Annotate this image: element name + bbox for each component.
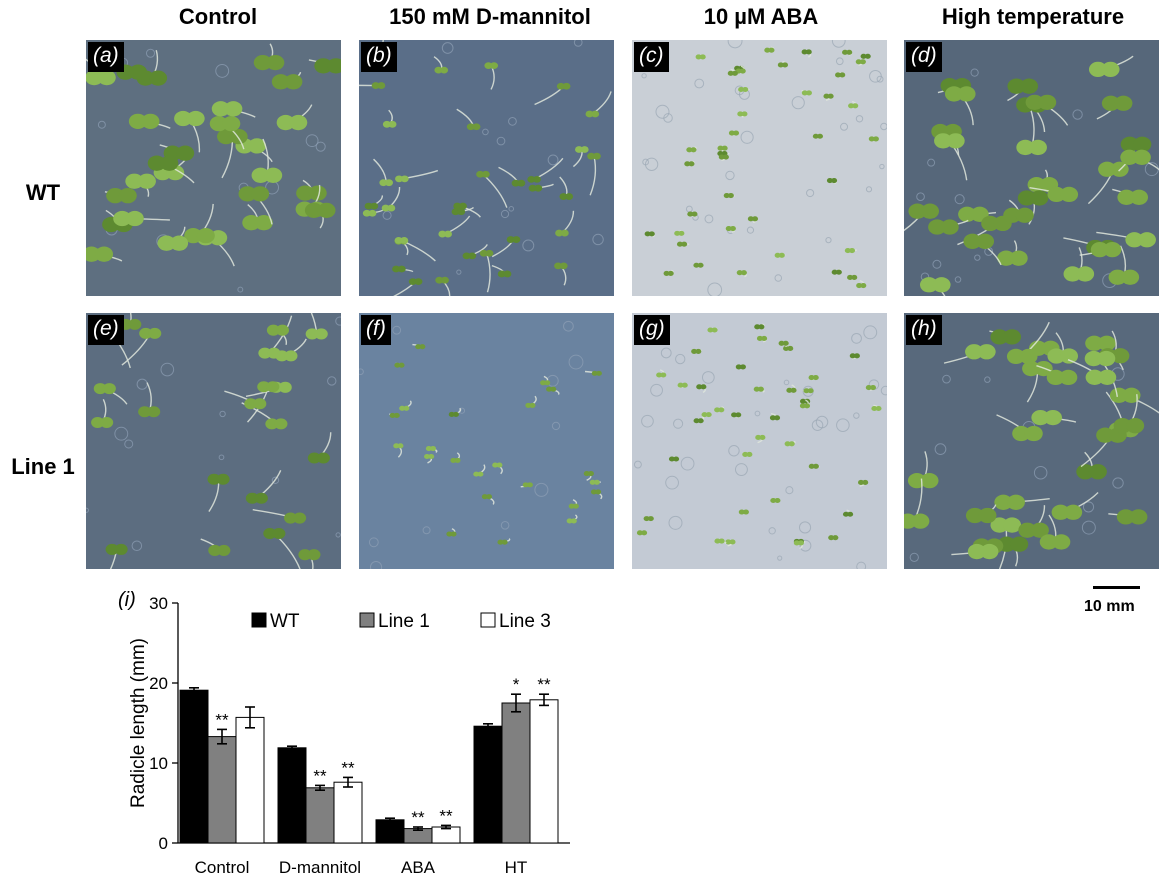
x-category-label: HT [505,858,528,877]
bar [375,819,405,844]
legend-label: WT [270,611,300,632]
seedling-photo-b [359,40,612,296]
seedlings [86,313,341,569]
y-tick-label: 20 [149,674,168,693]
scale-bar [1093,586,1140,589]
row-label-line1: Line 1 [11,454,75,479]
seedlings [904,320,1159,569]
seedlings [904,55,1159,296]
bar [473,725,503,844]
photo-panel-a: (a) [86,40,341,296]
seedlings [86,43,341,293]
radicle-length-bar-chart: 0 10 20 30 Radicle length (mm) (i) WT Line 1 Lin… [118,589,570,877]
legend-swatch [359,612,375,628]
seedling-photo-g [633,323,887,569]
panel-letter-e: (e) [88,315,124,345]
y-tick-label: 30 [149,594,168,613]
seedlings [359,40,612,296]
x-category-label: ABA [401,858,436,877]
column-header-aba: 10 µM ABA [703,4,819,29]
seedling-photo-h [904,320,1159,569]
y-axis-label: Radicle length (mm) [128,638,149,808]
photo-panel-d: (d) [904,40,1159,296]
photo-panel-e: (e) [86,313,341,569]
significance-marker: ** [439,806,453,825]
significance-marker: ** [313,766,327,785]
bar [235,716,265,844]
panel-letter-a: (a) [88,42,124,72]
seedling-photo-a [86,43,341,293]
column-header-high-temperature: High temperature [941,4,1125,29]
bar [179,689,209,844]
y-tick-label: 0 [159,834,168,853]
seedling-photo-c [641,40,887,296]
seedlings [359,320,603,569]
significance-marker: ** [411,808,425,827]
panel-letter-b: (b) [361,42,397,72]
bar [529,699,559,844]
bar [277,747,307,844]
x-category-label: Control [195,858,250,877]
photo-panel-f: (f) [359,313,614,569]
bar [305,787,335,844]
seedlings [641,40,887,296]
column-header-mannitol: 150 mM D-mannitol [389,4,591,29]
seedlings [633,323,887,569]
photo-panel-h: (h) [904,313,1159,569]
column-header-control: Control [178,4,258,29]
panel-letter-d: (d) [906,42,942,72]
scale-bar-label: 10 mm [1084,598,1135,615]
photo-panel-g: (g) [632,313,887,569]
photo-panel-b: (b) [359,40,614,296]
significance-marker: ** [215,710,229,729]
significance-marker: * [513,675,520,694]
significance-marker: ** [537,675,551,694]
significance-marker: ** [341,758,355,777]
photo-panel-c: (c) [632,40,887,296]
bar [333,781,363,844]
seedling-photo-f [359,320,603,569]
seedling-photo-d [904,55,1159,296]
panel-letter-c: (c) [634,42,669,72]
panel-letter-f: (f) [361,315,391,345]
legend-swatch [480,612,496,628]
legend-label: Line 1 [378,611,430,632]
chart-panel-label: (i) [118,589,136,611]
legend-swatch [251,612,267,628]
row-label-wt: WT [25,180,61,205]
legend-label: Line 3 [499,611,551,632]
panel-letter-g: (g) [634,315,670,345]
panel-letter-h: (h) [906,315,942,345]
y-tick-label: 10 [149,754,168,773]
seedling-photo-e [86,313,341,569]
bar [207,736,237,844]
x-category-label: D-mannitol [279,858,361,877]
bar [431,826,461,844]
bar [501,702,531,844]
